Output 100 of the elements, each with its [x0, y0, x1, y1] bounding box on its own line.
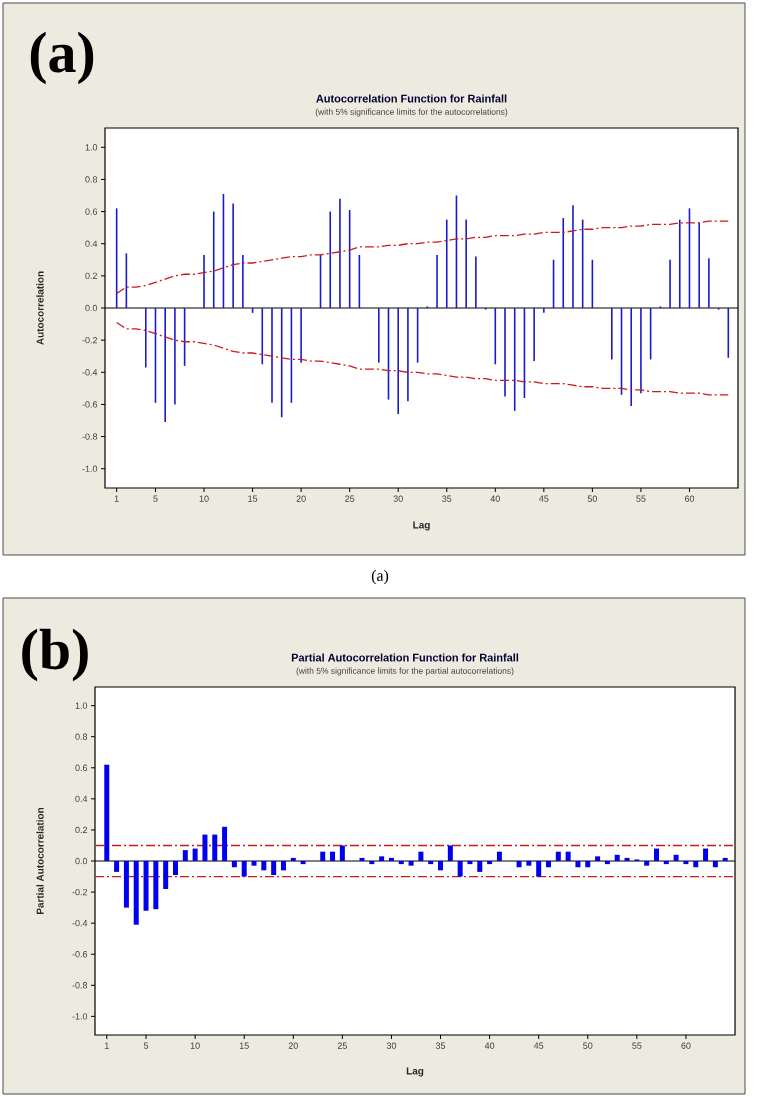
y-tick-label: 1.0: [85, 144, 98, 151]
x-tick-label: 15: [248, 495, 258, 502]
bar: [722, 857, 728, 862]
x-tick-label: 25: [345, 495, 355, 502]
bar: [595, 856, 601, 862]
y-tick-label: -0.6: [72, 951, 88, 958]
x-tick-label: 1: [114, 495, 119, 502]
x-tick-label: 20: [296, 495, 306, 502]
y-tick-label: -0.2: [82, 336, 98, 344]
x-tick-label: 45: [539, 495, 549, 502]
y-tick-label: -1.0: [72, 1013, 88, 1020]
x-tick-label: 20: [288, 1042, 298, 1049]
y-axis-title: Partial Autocorrelation: [36, 807, 44, 915]
x-tick-label: 60: [684, 495, 695, 502]
x-tick-label: 40: [484, 1042, 495, 1049]
bar: [496, 851, 502, 862]
x-tick-label: 25: [337, 1042, 347, 1049]
bar: [290, 857, 296, 862]
y-tick-label: -0.8: [82, 433, 98, 440]
y-tick-label: 0.0: [75, 857, 88, 865]
bar: [280, 861, 286, 871]
bar: [123, 861, 129, 908]
y-tick-label: 0.2: [75, 826, 88, 834]
bar: [320, 851, 326, 862]
x-tick-label: 55: [636, 495, 646, 502]
bar: [114, 861, 120, 872]
bar: [546, 861, 551, 868]
bar: [693, 861, 699, 868]
bar: [683, 861, 689, 865]
x-tick-label: 10: [199, 495, 209, 502]
bar: [673, 854, 679, 862]
bar: [614, 854, 620, 862]
y-tick-label: -0.8: [72, 982, 88, 989]
bar: [261, 861, 267, 871]
bar: [712, 861, 718, 868]
bar: [300, 861, 306, 865]
bar: [418, 851, 424, 862]
bar: [153, 861, 159, 910]
bar: [447, 845, 453, 862]
bar: [192, 848, 198, 862]
chart-title: Partial Autocorrelation Function for Rainfall: [291, 653, 519, 662]
bar: [330, 851, 336, 862]
bar: [339, 845, 345, 862]
bar: [575, 861, 581, 868]
bar: [172, 861, 178, 875]
y-tick-label: -0.4: [82, 369, 98, 376]
x-tick-label: 55: [632, 1042, 642, 1049]
x-tick-label: 5: [143, 1042, 149, 1049]
text: (b): [22, 628, 88, 682]
bar: [271, 861, 277, 875]
bar: [703, 848, 709, 862]
bar: [202, 834, 208, 862]
bar: [398, 861, 404, 865]
chart-subtitle: (with 5% significance limits for the autocorrelations): [315, 108, 508, 117]
x-tick-label: 1: [104, 1042, 109, 1049]
text: (a): [30, 31, 94, 85]
bar: [182, 850, 188, 862]
bar: [516, 861, 522, 868]
bar: [379, 856, 385, 862]
x-tick-label: 35: [435, 1042, 446, 1049]
bar: [644, 861, 650, 866]
x-tick-label: 45: [533, 1042, 544, 1049]
bar: [663, 861, 669, 865]
bar: [526, 861, 532, 866]
bar: [133, 861, 139, 925]
bar: [222, 826, 228, 862]
y-tick-label: -0.6: [82, 401, 98, 408]
x-axis-title: Lag: [406, 1067, 424, 1077]
x-tick-label: 40: [490, 495, 500, 502]
bar: [457, 861, 463, 877]
bar: [104, 764, 110, 862]
bar: [467, 861, 473, 865]
x-tick-label: 50: [587, 495, 598, 502]
x-tick-label: 15: [239, 1042, 249, 1049]
bar: [241, 861, 247, 877]
bar: [555, 851, 561, 862]
bar: [604, 861, 610, 865]
bar: [624, 857, 630, 862]
bar: [369, 861, 375, 865]
x-tick-label: 50: [583, 1042, 593, 1049]
bar: [653, 848, 659, 862]
bar: [536, 861, 542, 877]
y-tick-label: 0.4: [75, 795, 88, 803]
bar: [487, 861, 493, 865]
bar: [388, 857, 394, 862]
y-tick-label: -0.4: [72, 919, 88, 927]
x-tick-label: 60: [681, 1042, 691, 1049]
bar: [359, 857, 365, 862]
y-tick-label: 0.6: [85, 208, 98, 215]
y-tick-label: 0.8: [75, 733, 88, 740]
bar: [428, 861, 434, 865]
x-tick-label: 35: [442, 495, 452, 502]
text: (a): [371, 569, 389, 585]
y-tick-label: 0.0: [85, 304, 98, 312]
bar: [251, 861, 257, 866]
bar: [231, 861, 237, 868]
x-tick-label: 30: [386, 1042, 397, 1049]
y-tick-label: 0.2: [85, 272, 98, 280]
bar: [585, 861, 591, 868]
x-tick-label: 5: [153, 495, 158, 502]
